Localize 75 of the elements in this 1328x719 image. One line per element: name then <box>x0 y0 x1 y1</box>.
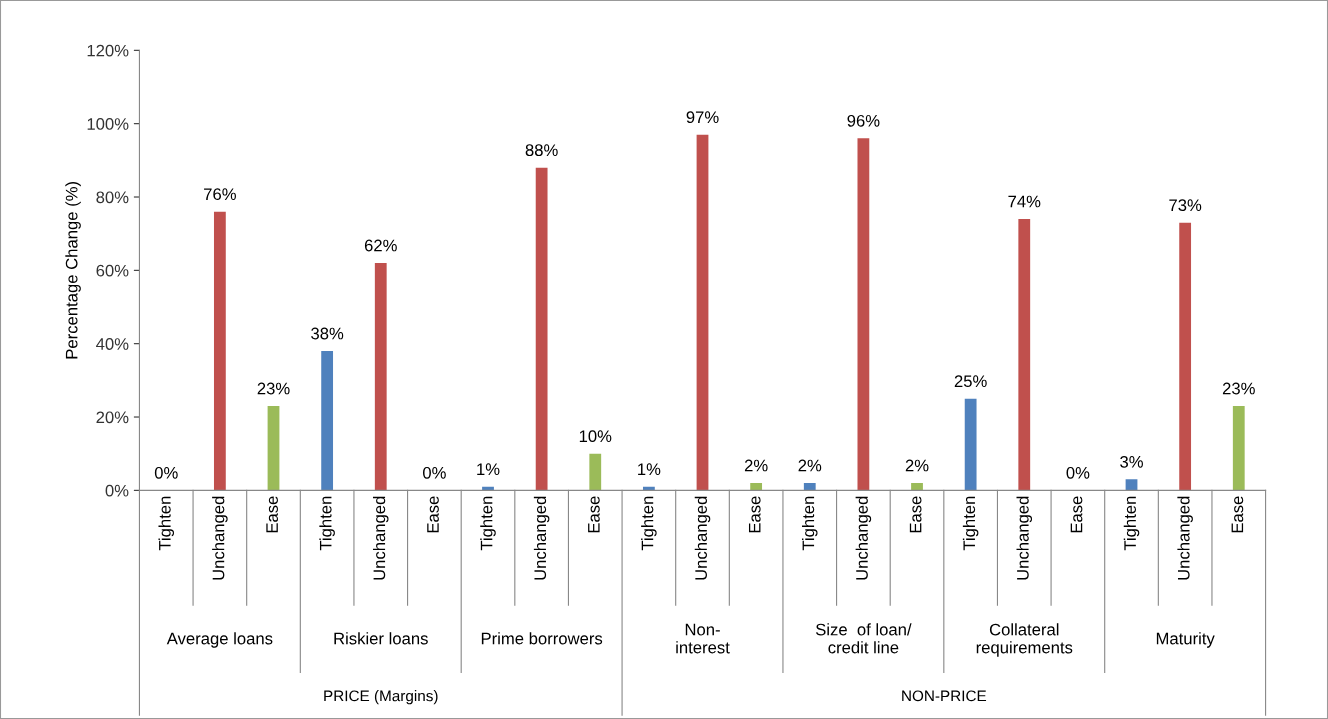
x-tick-label: Tighten <box>641 496 657 551</box>
bar <box>1232 406 1245 491</box>
x-tick-label: Ease <box>748 496 761 533</box>
bar <box>213 211 226 491</box>
x-tick-label: Unchanged <box>1177 496 1193 580</box>
data-label: 0% <box>422 466 446 479</box>
y-tick-label: 20% <box>96 411 129 424</box>
data-label: 73% <box>1169 199 1202 212</box>
data-label: 10% <box>579 430 612 443</box>
data-label: 23% <box>1222 382 1255 395</box>
text: Size of loan/ credit line <box>815 623 912 654</box>
bar <box>1018 219 1031 491</box>
text: PRICE (Margins) <box>324 690 438 705</box>
y-tick-label: 40% <box>96 338 129 350</box>
x-tick-label: Ease <box>1231 496 1244 533</box>
bar <box>911 483 923 491</box>
text: Prime borrowers <box>481 632 603 645</box>
bar <box>267 406 280 491</box>
text: Riskier loans <box>334 632 428 645</box>
x-tick-label: Tighten <box>480 496 496 551</box>
data-label: 25% <box>954 375 987 388</box>
bar <box>964 398 977 491</box>
x-tick-label: Ease <box>427 496 439 533</box>
data-label: 96% <box>847 114 880 127</box>
bar <box>1179 222 1192 491</box>
x-tick-label: Tighten <box>158 496 175 551</box>
bar <box>1125 479 1138 491</box>
data-label: 0% <box>1066 466 1090 479</box>
data-label: 74% <box>1008 195 1041 208</box>
x-tick-label: Tighten <box>962 496 979 551</box>
x-tick-label: Ease <box>1070 496 1083 533</box>
y-tick-label: 0% <box>105 484 129 497</box>
y-axis-title: Percentage Change (%) <box>65 181 81 359</box>
bar <box>321 351 334 491</box>
data-label: 2% <box>905 459 929 472</box>
y-tick-label: 80% <box>96 191 129 204</box>
x-tick-label: Unchanged <box>533 496 550 580</box>
text: Collateral requirements <box>976 623 1073 657</box>
x-tick-label: Tighten <box>319 496 335 551</box>
data-label: 0% <box>154 466 178 479</box>
x-tick-label: Ease <box>909 496 922 533</box>
text: Non- interest <box>676 623 730 654</box>
x-tick-label: Ease <box>266 496 278 533</box>
y-tick-label: 60% <box>96 264 129 277</box>
x-tick-label: Tighten <box>802 496 818 551</box>
bar <box>857 138 870 491</box>
x-tick-label: Ease <box>588 496 600 533</box>
x-tick-label: Unchanged <box>1016 496 1033 580</box>
data-label: 88% <box>525 144 558 157</box>
data-label: 2% <box>798 459 822 472</box>
bar <box>696 134 709 491</box>
x-tick-label: Unchanged <box>855 496 872 580</box>
bar <box>374 263 387 491</box>
data-label: 38% <box>311 327 344 340</box>
bar <box>535 167 548 491</box>
data-label: 76% <box>204 188 236 201</box>
text: NON-PRICE <box>902 690 987 702</box>
bar <box>750 483 763 491</box>
y-tick-label: 100% <box>87 118 129 130</box>
y-tick-label: 120% <box>87 44 129 57</box>
text: Maturity <box>1156 632 1215 648</box>
data-label: 2% <box>744 459 768 472</box>
data-label: 3% <box>1120 455 1143 468</box>
x-tick-label: Unchanged <box>372 496 389 580</box>
x-tick-label: Tighten <box>1123 496 1140 551</box>
data-label: 62% <box>364 239 397 252</box>
bar <box>589 453 602 491</box>
text: Average loans <box>166 632 273 648</box>
data-label: 97% <box>686 111 719 124</box>
data-label: 23% <box>257 382 290 395</box>
x-tick-label: Unchanged <box>212 496 228 580</box>
data-label: 1% <box>638 463 661 475</box>
x-tick-label: Unchanged <box>694 496 711 580</box>
data-label: 1% <box>477 463 500 475</box>
bar <box>803 483 816 491</box>
